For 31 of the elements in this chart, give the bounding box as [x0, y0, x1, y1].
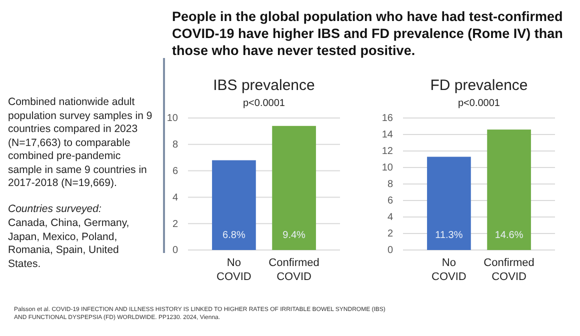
- y-tick-label: 6: [387, 196, 394, 207]
- y-tick-label: 4: [172, 192, 178, 204]
- data-label: 9.4%: [282, 230, 306, 241]
- chart-subtitle: p<0.0001: [458, 98, 500, 109]
- data-label: 11.3%: [435, 230, 463, 241]
- y-tick-label: 8: [172, 140, 178, 151]
- y-tick-label: 2: [387, 228, 394, 240]
- x-tick-label: Confirmed COVID: [484, 257, 534, 283]
- y-tick-label: 14: [382, 130, 394, 141]
- text: Combined nationwide adult population survey samples in 9 countries compared in 2023 (N=17,663) to comparable combined pre-pandemic sample in same 9 countries in 2017-2018 (N=19,669).: [8, 96, 154, 190]
- y-tick-label: 10: [166, 113, 178, 124]
- y-tick-label: 10: [382, 162, 394, 174]
- x-tick-label: No COVID: [432, 257, 466, 283]
- y-tick-label: 16: [382, 113, 394, 124]
- chart-title: IBS prevalence: [213, 77, 315, 94]
- text: Canada, China, Germany, Japan, Mexico, Poland, Romania, Spain, United States.: [8, 217, 130, 271]
- y-tick-label: 12: [382, 146, 394, 158]
- data-label: 6.8%: [222, 230, 246, 241]
- text: People in the global population who have had test-confirmed COVID-19 have higher IBS and FD prevalence (Rome IV) than those who have never tested positive.: [172, 8, 564, 59]
- text: Countries surveyed:: [8, 203, 102, 216]
- chart-title: FD prevalence: [430, 77, 528, 94]
- x-tick-label: Confirmed COVID: [268, 257, 320, 283]
- y-tick-label: 0: [172, 245, 178, 256]
- x-tick-label: No COVID: [216, 257, 252, 283]
- y-tick-label: 0: [387, 245, 394, 256]
- y-tick-label: 2: [172, 218, 178, 230]
- chart-subtitle: p<0.0001: [243, 98, 286, 109]
- y-tick-label: 8: [387, 179, 394, 190]
- y-tick-label: 6: [172, 166, 178, 177]
- y-tick-label: 4: [387, 212, 394, 224]
- data-label: 14.6%: [494, 230, 524, 241]
